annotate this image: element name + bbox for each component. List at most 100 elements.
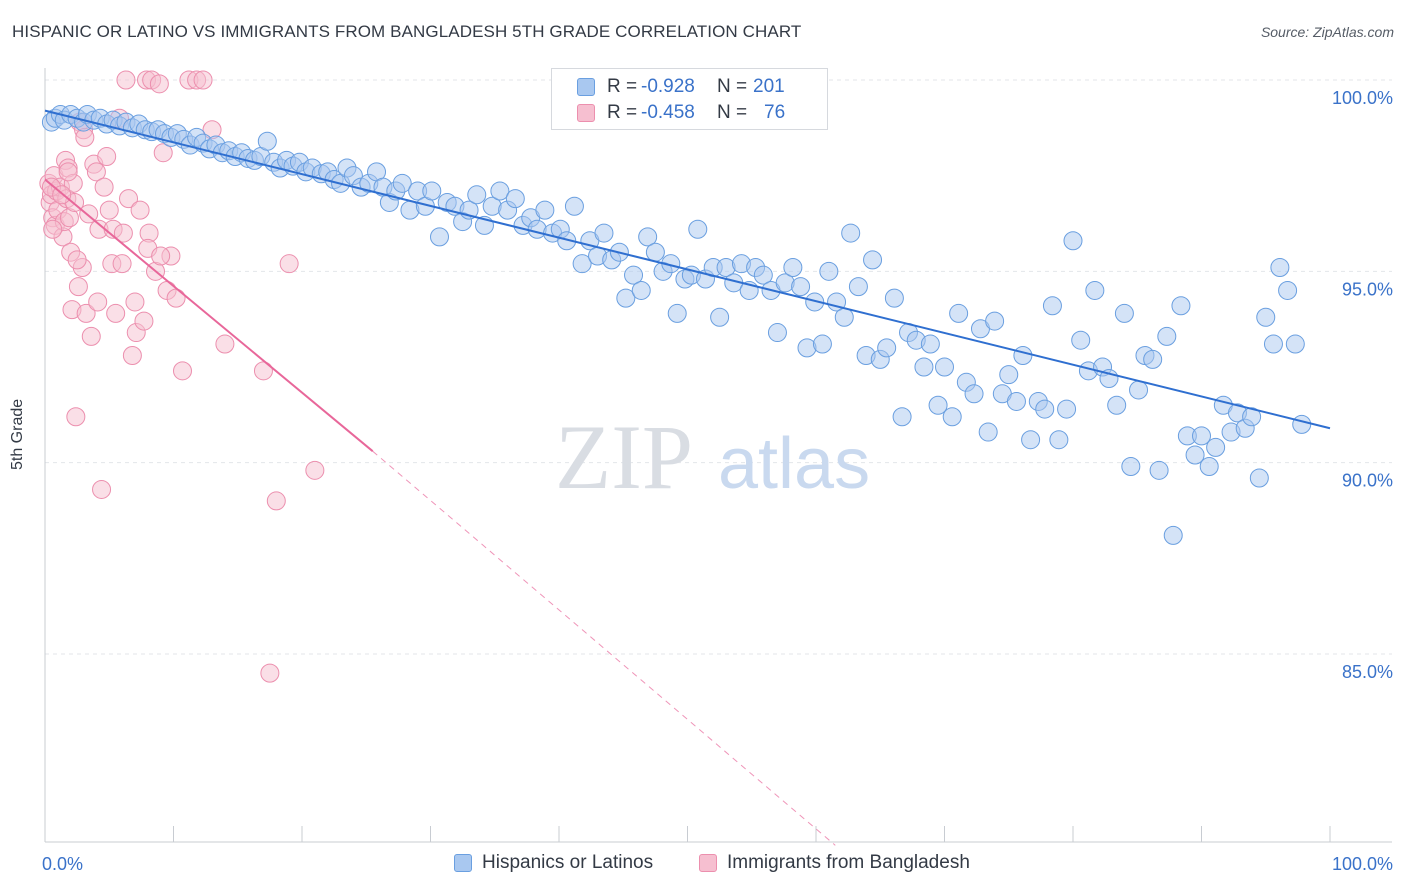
- y-tick-label: 85.0%: [1342, 662, 1393, 682]
- data-point-hispanic: [1107, 395, 1127, 415]
- data-point-hispanic: [985, 311, 1005, 331]
- data-point-hispanic: [467, 185, 487, 205]
- data-point-bangladesh: [88, 292, 108, 312]
- trend-lines: [44, 109, 1331, 846]
- data-point-hispanic: [935, 357, 954, 377]
- data-point-hispanic: [783, 258, 803, 278]
- data-point-hispanic: [631, 280, 651, 300]
- axes: [44, 68, 1392, 843]
- data-point-hispanic: [1071, 330, 1091, 350]
- legend-r-label: R =: [607, 76, 638, 97]
- data-point-hispanic: [429, 227, 449, 247]
- legend-n-value: 201: [753, 76, 785, 97]
- data-point-hispanic: [753, 265, 773, 285]
- x-tick-label: 100.0%: [1332, 854, 1393, 874]
- data-point-hispanic: [616, 288, 636, 308]
- bottom-legend-bangladesh: Immigrants from Bangladesh: [699, 852, 970, 874]
- data-point-hispanic: [884, 288, 904, 308]
- data-point-hispanic: [624, 265, 644, 285]
- data-point-bangladesh: [86, 162, 106, 182]
- trend-line-hispanic: [44, 109, 1331, 430]
- data-point-hispanic: [834, 307, 854, 327]
- data-point-hispanic: [1057, 399, 1077, 419]
- data-point-bangladesh: [94, 177, 114, 197]
- data-point-hispanic: [812, 334, 832, 354]
- legend-r-value: -0.928: [641, 76, 695, 97]
- data-point-hispanic: [688, 219, 708, 239]
- data-point-hispanic: [1129, 380, 1149, 400]
- data-point-bangladesh: [134, 311, 154, 331]
- data-point-hispanic: [1206, 437, 1226, 457]
- data-point-bangladesh: [66, 407, 86, 427]
- data-point-bangladesh: [125, 292, 145, 312]
- legend-swatch-pink: [577, 104, 595, 122]
- data-point-bangladesh: [122, 346, 142, 366]
- data-point-hispanic: [1185, 445, 1205, 465]
- data-point-hispanic: [920, 334, 940, 354]
- data-point-bangladesh: [260, 663, 280, 683]
- data-point-hispanic: [914, 357, 934, 377]
- data-point-bangladesh: [92, 479, 112, 499]
- data-point-bangladesh: [112, 254, 132, 274]
- bottom-legend-label: Hispanics or Latinos: [482, 852, 654, 873]
- data-point-hispanic: [1049, 430, 1069, 450]
- data-point-hispanic: [557, 231, 577, 251]
- data-point-hispanic: [1042, 296, 1062, 316]
- data-point-hispanic: [892, 407, 912, 427]
- x-tick-label: 0.0%: [42, 854, 83, 874]
- data-point-hispanic: [1143, 349, 1163, 369]
- data-point-hispanic: [978, 422, 998, 442]
- data-point-hispanic: [791, 277, 811, 297]
- legend-n-label: N =: [717, 76, 748, 97]
- data-point-hispanic: [572, 254, 592, 274]
- data-point-bangladesh: [106, 303, 126, 323]
- data-point-hispanic: [964, 384, 984, 404]
- data-point-bangladesh: [305, 460, 325, 480]
- data-point-bangladesh: [113, 223, 133, 243]
- data-point-hispanic: [1199, 456, 1219, 476]
- data-point-hispanic: [1157, 326, 1177, 346]
- data-point-bangladesh: [97, 147, 117, 167]
- data-point-hispanic: [1021, 430, 1041, 450]
- data-point-hispanic: [710, 307, 730, 327]
- data-point-hispanic: [1035, 399, 1055, 419]
- watermark-atlas: atlas: [718, 424, 870, 504]
- data-point-hispanic: [1114, 303, 1134, 323]
- tick-labels: 100.0% 95.0% 90.0% 85.0% 0.0% 100.0%: [42, 88, 1393, 874]
- bottom-legend-swatch-pink: [699, 854, 717, 872]
- data-point-bangladesh: [166, 288, 186, 308]
- data-point-hispanic: [638, 227, 658, 247]
- data-point-hispanic: [1192, 426, 1211, 446]
- data-point-hispanic: [1163, 525, 1183, 545]
- legend-row-bangladesh: R = -0.458 N = 76: [552, 101, 785, 125]
- legend-box: R = -0.928 N = 201 R = -0.458 N = 76: [551, 68, 828, 130]
- data-point-bangladesh: [81, 326, 101, 346]
- bottom-legend-swatch-blue: [454, 854, 472, 872]
- data-point-bangladesh: [76, 303, 96, 323]
- data-point-hispanic: [1270, 258, 1290, 278]
- data-point-hispanic: [1278, 280, 1298, 300]
- data-point-hispanic: [767, 323, 787, 343]
- data-point-hispanic: [942, 407, 962, 427]
- trend-line-bangladesh-extension: [372, 450, 836, 846]
- data-point-hispanic: [667, 303, 687, 323]
- data-point-bangladesh: [116, 70, 136, 90]
- data-point-bangladesh: [279, 254, 299, 274]
- legend-r-label: R =: [607, 102, 638, 123]
- legend-r-value: -0.458: [641, 102, 695, 123]
- data-point-hispanic: [564, 196, 584, 216]
- data-point-bangladesh: [119, 189, 139, 209]
- legend-n-value: 76: [764, 102, 786, 123]
- data-point-hispanic: [1285, 334, 1305, 354]
- data-point-bangladesh: [130, 200, 150, 220]
- y-tick-label: 90.0%: [1342, 471, 1393, 491]
- data-point-hispanic: [1292, 414, 1312, 434]
- data-point-bangladesh: [193, 70, 213, 90]
- data-point-hispanic: [1121, 456, 1141, 476]
- data-point-hispanic: [1063, 231, 1083, 251]
- y-tick-label: 100.0%: [1332, 88, 1393, 108]
- data-point-bangladesh: [58, 162, 78, 182]
- data-point-hispanic: [490, 181, 510, 201]
- data-point-hispanic: [1085, 280, 1105, 300]
